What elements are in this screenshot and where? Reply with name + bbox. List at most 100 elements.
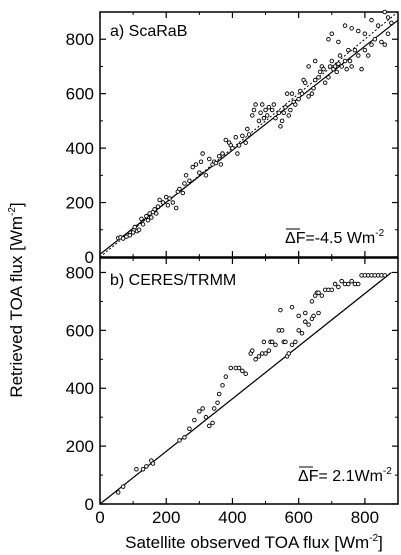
panel-a-point xyxy=(369,17,374,23)
panel-a-point xyxy=(306,64,311,69)
panel-a-point xyxy=(197,170,202,175)
panel-b-point xyxy=(144,464,149,469)
panel-b-point xyxy=(197,409,202,414)
panel-a-point xyxy=(243,140,248,145)
panel-a-point xyxy=(269,107,275,113)
panel-a-point xyxy=(329,58,335,64)
panel-a-point xyxy=(321,66,326,72)
panel-a-point xyxy=(230,145,235,151)
panel-a-point xyxy=(140,222,146,227)
panel-b-point xyxy=(250,348,255,353)
panel-a-point xyxy=(216,154,222,159)
panel-b-point xyxy=(329,287,335,293)
panel-a-point xyxy=(165,203,171,208)
panel-a-point xyxy=(145,217,151,223)
panel-a-point xyxy=(286,113,291,118)
panel-a-point xyxy=(347,58,353,64)
panel-a-point xyxy=(218,162,224,167)
panel-b-point xyxy=(278,307,283,313)
panel-b-point xyxy=(279,328,285,333)
panel-b-label: b) CERES/TRMM xyxy=(110,272,236,289)
panel-b-fit-line xyxy=(99,272,392,505)
panel-a-point xyxy=(183,173,189,178)
panel-a-point xyxy=(356,28,361,34)
panel-a-point xyxy=(223,137,229,143)
panel-a-point xyxy=(289,91,295,96)
panel-b-point xyxy=(296,328,301,333)
panel-b-y-tick-label: 400 xyxy=(66,379,94,398)
panel-a-y-tick-label: 800 xyxy=(66,30,94,49)
panel-a-point xyxy=(207,156,212,162)
panel-b-point xyxy=(311,313,316,319)
panel-a-point xyxy=(251,107,257,113)
panel-a-annotation: ΔF=-4.5 Wm-2 xyxy=(285,228,385,247)
panel-a-points xyxy=(115,9,394,241)
panel-a-point xyxy=(182,181,187,186)
panel-a-point xyxy=(187,178,192,184)
panel-b-ticks: 0 200 400 600 800 0 200 400 600 800 xyxy=(66,258,398,527)
panel-a-point xyxy=(334,69,339,75)
panel-a-point xyxy=(264,113,270,118)
panel-b-point xyxy=(236,365,242,371)
panel-b-point xyxy=(273,342,278,348)
panel-a-point xyxy=(157,197,162,203)
panel-b-point xyxy=(203,414,209,420)
panel-a-point xyxy=(336,61,341,66)
panel-b-point xyxy=(316,310,321,316)
panel-b-point xyxy=(316,290,321,295)
panel-b-point xyxy=(269,339,275,345)
panel-a-point xyxy=(173,205,179,211)
panel-a-point xyxy=(261,115,267,121)
panel-a-annotation-exp: -2 xyxy=(375,228,384,239)
panel-a-point xyxy=(385,15,391,20)
panel-a-point xyxy=(271,102,277,107)
x-axis-label-end: ] xyxy=(378,533,383,552)
panel-a-point xyxy=(130,230,136,235)
panel-a-point xyxy=(299,91,305,96)
panel-a-label: a) ScaRaB xyxy=(110,23,187,40)
panel-a-point xyxy=(342,23,348,28)
panel-a-point xyxy=(359,66,364,72)
panel-b-point xyxy=(382,273,388,278)
y-axis-label-end: ] xyxy=(7,202,26,207)
panel-a-point xyxy=(311,85,316,91)
panel-b-point xyxy=(286,351,291,356)
panel-a-point xyxy=(312,58,318,64)
panel-b-x-tick-label: 200 xyxy=(152,508,180,527)
panel-a-point xyxy=(339,64,344,69)
panel-b-point xyxy=(293,339,298,345)
x-axis-label: Satellite observed TOA flux [Wm-2] xyxy=(125,533,383,552)
panel-a-point xyxy=(322,80,328,86)
panel-a-point xyxy=(316,75,321,80)
panel-a-point xyxy=(120,236,126,241)
panel-a-point xyxy=(365,53,371,58)
panel-a-point xyxy=(349,64,354,69)
panel-b-point xyxy=(220,383,225,388)
panel-a-point xyxy=(160,200,166,205)
panel-a-point xyxy=(362,47,368,53)
panel-b-point xyxy=(187,426,192,432)
panel-a-point xyxy=(296,96,301,102)
panel-a-point xyxy=(149,215,154,220)
panel-b-point xyxy=(261,339,267,345)
panel-a-point xyxy=(266,105,272,110)
panel-a-point xyxy=(342,58,348,64)
panel-a-point xyxy=(332,64,338,69)
panel-b-point xyxy=(296,313,301,319)
panel-a: a) ScaRaB 0 200 400 600 800 ΔF=-4.5 Wm-2 xyxy=(66,9,399,267)
panel-a-annotation-text: F=-4.5 Wm xyxy=(296,230,376,247)
panel-a-point xyxy=(263,107,268,113)
panel-b-point xyxy=(256,354,262,359)
panel-b-point xyxy=(356,281,361,287)
panel-a-point xyxy=(155,204,161,209)
panel-b-point xyxy=(182,435,187,440)
panel-a-point xyxy=(281,110,287,115)
panel-b-y-tick-label: 0 xyxy=(85,495,94,514)
panel-a-point xyxy=(127,232,133,238)
panel-a-point xyxy=(375,23,381,28)
panel-b-point xyxy=(306,322,311,327)
panel-a-point xyxy=(136,227,142,233)
panel-a-point xyxy=(154,211,159,216)
panel-b-point xyxy=(134,467,139,472)
panel-a-point xyxy=(220,151,225,156)
